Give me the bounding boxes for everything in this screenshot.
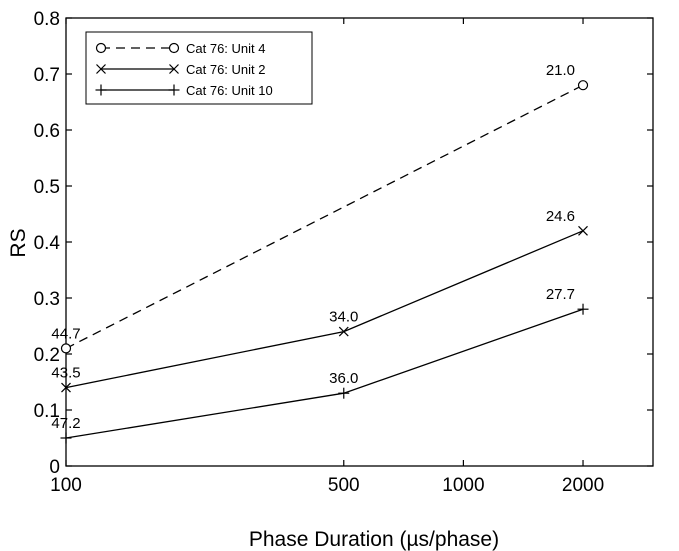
data-point bbox=[338, 326, 349, 337]
data-point bbox=[578, 225, 588, 236]
x-tick-label: 100 bbox=[50, 475, 82, 496]
y-tick-label: 0.3 bbox=[34, 289, 60, 310]
legend-marker bbox=[168, 84, 180, 96]
data-point bbox=[60, 343, 72, 354]
legend-marker bbox=[168, 42, 180, 54]
y-tick-label: 0.6 bbox=[34, 121, 60, 142]
y-tick-label: 0.7 bbox=[34, 65, 60, 86]
y-tick-label: 0.5 bbox=[34, 177, 60, 198]
legend-marker bbox=[169, 64, 179, 74]
data-point bbox=[577, 80, 589, 91]
series-line bbox=[65, 84, 584, 349]
x-tick-label: 500 bbox=[328, 475, 360, 496]
series-markers bbox=[60, 80, 589, 444]
data-label: 34.0 bbox=[329, 309, 358, 326]
data-point bbox=[61, 382, 71, 393]
series-line bbox=[65, 230, 584, 389]
x-tick-label: 1000 bbox=[442, 475, 484, 496]
axis-ticks: 0 0.1 0.2 0.3 0.4 0.5 0.6 0.7 0.8 100 500 1000 2000 bbox=[34, 9, 653, 496]
x-axis-title: Phase Duration (µs/phase) bbox=[249, 528, 499, 551]
legend-label: Cat 76: Unit 4 bbox=[186, 41, 266, 56]
y-tick-label: 0 bbox=[49, 457, 60, 478]
y-tick-label: 0.1 bbox=[34, 401, 60, 422]
series-lines bbox=[65, 84, 584, 439]
y-tick-label: 0.8 bbox=[34, 9, 60, 30]
data-labels: 44.7 21.0 43.5 34.0 24.6 47.2 36.0 27.7 bbox=[51, 62, 575, 432]
y-tick-label: 0.2 bbox=[34, 345, 60, 366]
legend-marker bbox=[95, 84, 107, 96]
data-label: 44.7 bbox=[51, 325, 80, 342]
data-label: 24.6 bbox=[546, 208, 575, 225]
legend-box bbox=[85, 31, 313, 105]
legend-marker bbox=[96, 64, 106, 74]
y-tick-label: 0.4 bbox=[34, 233, 61, 254]
legend-marker bbox=[95, 42, 107, 54]
data-label: 27.7 bbox=[546, 286, 575, 303]
data-point bbox=[60, 432, 72, 444]
y-axis-title: RS bbox=[7, 228, 30, 257]
data-label: 36.0 bbox=[329, 370, 358, 387]
legend-label: Cat 76: Unit 10 bbox=[186, 83, 273, 98]
data-label: 43.5 bbox=[51, 365, 80, 382]
data-point bbox=[338, 387, 350, 399]
data-label: 21.0 bbox=[546, 62, 575, 79]
series-line bbox=[65, 308, 584, 439]
data-label: 47.2 bbox=[51, 415, 80, 432]
legend-label: Cat 76: Unit 2 bbox=[186, 62, 266, 77]
x-tick-label: 2000 bbox=[562, 475, 604, 496]
legend: Cat 76: Unit 4 Cat 76: Unit 2 Cat 76: Unit… bbox=[85, 31, 313, 105]
data-point bbox=[577, 303, 589, 315]
